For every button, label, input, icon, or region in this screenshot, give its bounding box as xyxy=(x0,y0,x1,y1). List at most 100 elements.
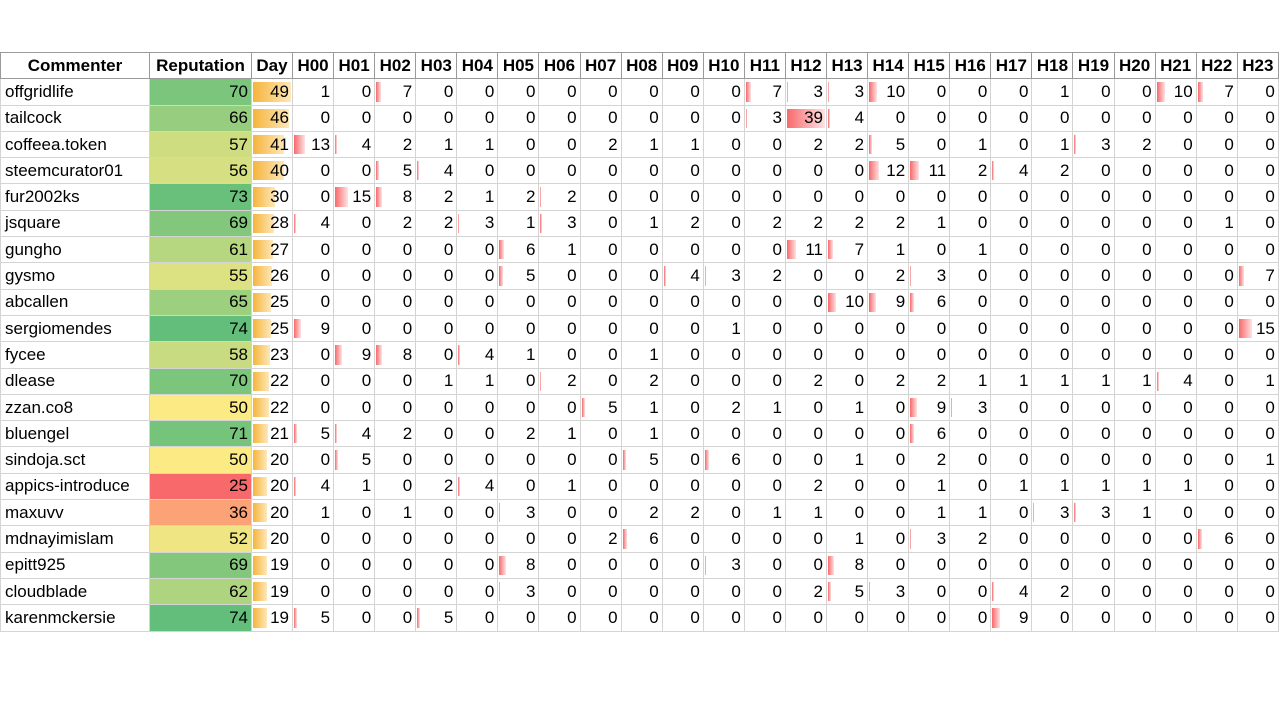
hour-cell: 0 xyxy=(1154,446,1197,474)
hour-cell: 1 xyxy=(415,130,458,159)
commenter-name: epitt925 xyxy=(0,551,150,579)
cell-value: 0 xyxy=(361,371,372,391)
hour-cell: 0 xyxy=(1236,288,1279,316)
table-row: fycee 58 23 0 9 8 0 4 1 0 0 1 0 0 0 0 0 0 0 0 0 0 0 0 0 0 0 xyxy=(0,341,1279,369)
hour-cell: 3 xyxy=(497,577,540,606)
cell-value: 0 xyxy=(1183,423,1193,443)
hour-cell: 1 xyxy=(538,472,581,501)
cell-value: 0 xyxy=(443,450,454,470)
cell-value: 1 xyxy=(649,134,659,154)
hour-cell: 7 xyxy=(826,236,869,264)
cell-value: 0 xyxy=(1224,555,1234,575)
cell-value: 0 xyxy=(1265,81,1275,101)
hour-cell: 1 xyxy=(867,236,910,264)
cell-value: 0 xyxy=(854,371,865,391)
hour-cell: 1 xyxy=(908,472,951,501)
cell-value: 0 xyxy=(1101,318,1111,338)
hour-cell: 0 xyxy=(374,604,417,632)
data-bar xyxy=(335,450,339,470)
hour-cell: 2 xyxy=(743,209,786,238)
cell-value: 0 xyxy=(649,266,659,286)
cell-value: 0 xyxy=(936,187,947,207)
cell-value: 2 xyxy=(649,371,659,391)
column-header-h05: H05 xyxy=(497,51,540,80)
cell-value: 0 xyxy=(1142,397,1152,417)
hour-cell: 0 xyxy=(1154,577,1197,606)
cell-value: 1 xyxy=(936,476,947,496)
reputation-cell: 50 xyxy=(149,393,252,422)
hour-cell: 1 xyxy=(949,367,992,395)
cell-value: 0 xyxy=(895,476,906,496)
hour-cell: 0 xyxy=(784,551,828,579)
cell-value: 0 xyxy=(361,555,372,575)
cell-value: 4 xyxy=(1183,371,1193,391)
data-bar xyxy=(253,450,268,470)
header-row: Commenter Reputation Day H00 H01 H02 H03 H04 H05… xyxy=(0,51,1279,80)
cell-value: 0 xyxy=(649,160,659,180)
hour-cell: 0 xyxy=(579,577,622,606)
cell-value: 46 xyxy=(270,108,289,128)
cell-value: 4 xyxy=(854,108,865,128)
cell-value: 5 xyxy=(361,450,372,470)
hour-cell: 0 xyxy=(333,157,376,185)
cell-value: 0 xyxy=(731,476,741,496)
cell-value: 15 xyxy=(1255,318,1275,338)
data-bar xyxy=(499,240,504,260)
cell-value: 5 xyxy=(854,581,865,601)
hour-cell: 0 xyxy=(1154,551,1197,579)
hour-cell: 6 xyxy=(1195,525,1238,553)
cell-value: 20 xyxy=(270,450,289,470)
data-bar xyxy=(294,134,306,155)
cell-value: 0 xyxy=(361,108,372,128)
cell-value: 0 xyxy=(936,239,947,259)
hour-cell: 0 xyxy=(743,288,786,316)
cell-value: 23 xyxy=(270,344,289,364)
cell-value: 0 xyxy=(608,318,618,338)
cell-value: 2 xyxy=(649,502,659,522)
cell-value: 0 xyxy=(731,607,741,627)
cell-value: 10 xyxy=(1173,81,1193,101)
reputation-cell: 70 xyxy=(149,367,252,395)
data-bar xyxy=(499,503,501,523)
cell-value: 19 xyxy=(270,555,289,575)
cell-value: 1 xyxy=(977,371,988,391)
hour-cell: 0 xyxy=(333,314,376,343)
cell-value: 1 xyxy=(1142,371,1152,391)
cell-value: 1 xyxy=(649,213,659,233)
cell-value: 0 xyxy=(1265,502,1275,522)
commenter-name: zzan.co8 xyxy=(0,393,150,422)
cell-value: 0 xyxy=(813,607,824,627)
cell-value: 0 xyxy=(731,108,741,128)
data-bar xyxy=(910,161,920,181)
cell-value: 0 xyxy=(1142,239,1152,259)
cell-value: 4 xyxy=(690,266,700,286)
cell-value: 0 xyxy=(1060,555,1070,575)
commenter-name: tailcock xyxy=(0,104,150,132)
hour-cell: 0 xyxy=(743,157,786,185)
hour-cell: 1 xyxy=(949,236,992,264)
cell-value: 4 xyxy=(320,476,331,496)
hour-cell: 0 xyxy=(1031,183,1074,211)
cell-value: 0 xyxy=(1183,213,1193,233)
cell-value: 8 xyxy=(402,344,413,364)
cell-value: 20 xyxy=(270,528,289,548)
cell-value: 0 xyxy=(690,581,700,601)
hour-cell: 0 xyxy=(1236,104,1279,132)
hour-cell: 2 xyxy=(579,130,622,159)
hour-cell: 2 xyxy=(579,525,622,553)
cell-value: 0 xyxy=(649,476,659,496)
hour-cell: 2 xyxy=(1031,577,1074,606)
hour-cell: 0 xyxy=(374,393,417,422)
cell-value: 1 xyxy=(484,134,495,154)
cell-value: 0 xyxy=(526,81,536,101)
hour-cell: 0 xyxy=(374,104,417,132)
cell-value: 0 xyxy=(772,292,782,312)
hour-cell: 2 xyxy=(661,499,704,527)
hour-cell: 0 xyxy=(702,183,745,211)
cell-value: 0 xyxy=(320,528,331,548)
hour-cell: 0 xyxy=(291,157,335,185)
hour-cell: 0 xyxy=(1072,446,1115,474)
cell-value: 0 xyxy=(484,292,495,312)
cell-value: 0 xyxy=(1101,239,1111,259)
hour-cell: 0 xyxy=(538,499,581,527)
